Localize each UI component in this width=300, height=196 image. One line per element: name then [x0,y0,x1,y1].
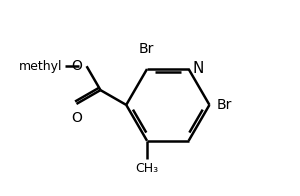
Text: CH₃: CH₃ [136,162,159,175]
Text: Br: Br [216,98,232,112]
Text: N: N [193,61,204,75]
Text: O: O [71,111,82,125]
Text: Br: Br [138,42,154,56]
Text: methyl: methyl [19,60,63,73]
Text: O: O [71,59,82,73]
